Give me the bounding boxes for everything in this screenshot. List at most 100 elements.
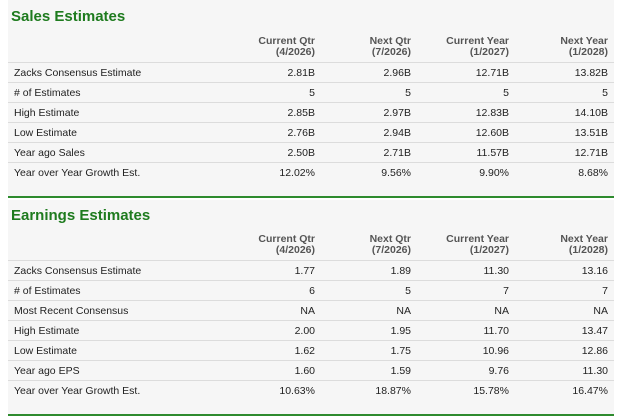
table-row: # of Estimates 5 5 5 5: [8, 82, 614, 103]
earnings-header-row: Current Qtr (4/2026) Next Qtr (7/2026) Cur…: [8, 234, 614, 261]
cell-value: 13.16: [515, 260, 614, 281]
col-period-label: Next Qtr: [369, 233, 411, 245]
cell-value: 12.71B: [417, 62, 515, 83]
cell-value: 1.77: [228, 260, 321, 281]
col-date-label: (1/2028): [568, 244, 608, 256]
cell-value: 11.30: [515, 360, 614, 381]
col-date-label: (4/2026): [275, 46, 315, 58]
sales-section-divider: [8, 196, 614, 198]
cell-value: 2.96B: [321, 62, 417, 83]
cell-value: 5: [515, 82, 614, 103]
sales-estimates-table: Current Qtr (4/2026) Next Qtr (7/2026) Cur…: [8, 36, 614, 182]
row-label: Year over Year Growth Est.: [8, 380, 228, 400]
cell-value: 8.68%: [515, 162, 614, 182]
row-label: Year over Year Growth Est.: [8, 162, 228, 182]
cell-value: 1.89: [321, 260, 417, 281]
cell-value: 9.56%: [321, 162, 417, 182]
table-row: Zacks Consensus Estimate 1.77 1.89 11.30…: [8, 260, 614, 281]
col-date-label: (4/2026): [275, 244, 315, 256]
row-label: Year ago EPS: [8, 360, 228, 381]
col-period-label: Current Year: [446, 35, 509, 47]
earnings-estimates-title: Earnings Estimates: [11, 207, 151, 224]
earnings-col-current-qtr: Current Qtr (4/2026): [228, 234, 321, 261]
table-row: High Estimate 2.00 1.95 11.70 13.47: [8, 320, 614, 341]
cell-value: 11.30: [417, 260, 515, 281]
table-row: Year ago EPS 1.60 1.59 9.76 11.30: [8, 360, 614, 381]
cell-value: 5: [228, 82, 321, 103]
row-label: Year ago Sales: [8, 142, 228, 163]
cell-value: 16.47%: [515, 380, 614, 400]
cell-value: 2.50B: [228, 142, 321, 163]
cell-value: 12.02%: [228, 162, 321, 182]
cell-value: 1.60: [228, 360, 321, 381]
cell-value: 2.76B: [228, 122, 321, 143]
col-period-label: Next Year: [560, 233, 608, 245]
sales-estimates-title: Sales Estimates: [11, 8, 126, 25]
cell-value: 5: [417, 82, 515, 103]
col-date-label: (7/2026): [371, 244, 411, 256]
row-label: High Estimate: [8, 102, 228, 123]
col-period-label: Current Qtr: [258, 233, 315, 245]
row-label: High Estimate: [8, 320, 228, 341]
cell-value: NA: [417, 300, 515, 321]
sales-col-next-year: Next Year (1/2028): [515, 36, 614, 63]
sales-header-row: Current Qtr (4/2026) Next Qtr (7/2026) Cur…: [8, 36, 614, 63]
row-label: Low Estimate: [8, 340, 228, 361]
col-date-label: (1/2027): [469, 46, 509, 58]
sales-col-current-year: Current Year (1/2027): [417, 36, 515, 63]
table-row: Most Recent Consensus NA NA NA NA: [8, 300, 614, 321]
table-row: # of Estimates 6 5 7 7: [8, 280, 614, 301]
cell-value: 9.90%: [417, 162, 515, 182]
table-row: Low Estimate 1.62 1.75 10.96 12.86: [8, 340, 614, 361]
cell-value: 1.62: [228, 340, 321, 361]
cell-value: 7: [417, 280, 515, 301]
col-period-label: Next Year: [560, 35, 608, 47]
cell-value: 2.94B: [321, 122, 417, 143]
cell-value: 12.83B: [417, 102, 515, 123]
cell-value: 12.60B: [417, 122, 515, 143]
earnings-header-blank: [8, 234, 228, 261]
cell-value: 15.78%: [417, 380, 515, 400]
cell-value: 1.59: [321, 360, 417, 381]
row-label: # of Estimates: [8, 280, 228, 301]
cell-value: 2.81B: [228, 62, 321, 83]
col-date-label: (7/2026): [371, 46, 411, 58]
sales-header-blank: [8, 36, 228, 63]
cell-value: 9.76: [417, 360, 515, 381]
row-label: Zacks Consensus Estimate: [8, 260, 228, 281]
cell-value: 2.00: [228, 320, 321, 341]
table-row: High Estimate 2.85B 2.97B 12.83B 14.10B: [8, 102, 614, 123]
cell-value: 11.70: [417, 320, 515, 341]
col-period-label: Current Year: [446, 233, 509, 245]
col-date-label: (1/2027): [469, 244, 509, 256]
earnings-col-next-year: Next Year (1/2028): [515, 234, 614, 261]
earnings-col-next-qtr: Next Qtr (7/2026): [321, 234, 417, 261]
row-label: Low Estimate: [8, 122, 228, 143]
table-row: Year over Year Growth Est. 12.02% 9.56% …: [8, 162, 614, 182]
sales-col-next-qtr: Next Qtr (7/2026): [321, 36, 417, 63]
cell-value: 6: [228, 280, 321, 301]
sales-col-current-qtr: Current Qtr (4/2026): [228, 36, 321, 63]
cell-value: 10.96: [417, 340, 515, 361]
cell-value: 10.63%: [228, 380, 321, 400]
col-date-label: (1/2028): [568, 46, 608, 58]
row-label: Zacks Consensus Estimate: [8, 62, 228, 83]
row-label: Most Recent Consensus: [8, 300, 228, 321]
cell-value: 1.95: [321, 320, 417, 341]
cell-value: 2.71B: [321, 142, 417, 163]
cell-value: 13.51B: [515, 122, 614, 143]
table-row: Year ago Sales 2.50B 2.71B 11.57B 12.71B: [8, 142, 614, 163]
cell-value: 13.82B: [515, 62, 614, 83]
earnings-section-divider: [8, 414, 614, 416]
cell-value: 14.10B: [515, 102, 614, 123]
sales-estimates-section: Sales Estimates Current Qtr (4/2026) Next…: [0, 0, 620, 200]
cell-value: 1.75: [321, 340, 417, 361]
cell-value: 12.71B: [515, 142, 614, 163]
cell-value: NA: [321, 300, 417, 321]
cell-value: 12.86: [515, 340, 614, 361]
earnings-estimates-table: Current Qtr (4/2026) Next Qtr (7/2026) Cur…: [8, 234, 614, 400]
row-label: # of Estimates: [8, 82, 228, 103]
cell-value: 18.87%: [321, 380, 417, 400]
cell-value: 2.97B: [321, 102, 417, 123]
cell-value: 2.85B: [228, 102, 321, 123]
